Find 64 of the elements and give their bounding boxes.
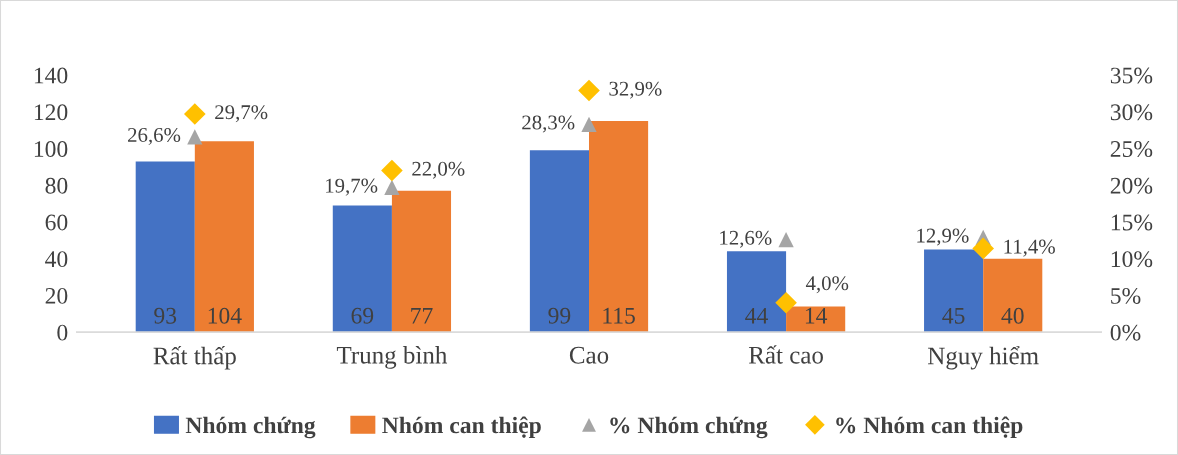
y-tick-label: 20 [45,287,68,304]
data-label: 32,9% [609,81,662,99]
data-label: 99 [548,307,571,324]
data-label: 69 [351,307,374,324]
legend-label: Nhóm chứng [185,416,316,439]
bar [332,205,392,333]
data-label: 115 [603,307,635,324]
data-label: 12,6% [720,230,772,248]
data-label: 14 [805,307,828,324]
data-label: 28,3% [522,115,575,133]
y2-tick-label: 5% [1111,287,1141,304]
bar [589,120,649,333]
y2-tick-label: 30% [1110,104,1153,121]
bar [726,251,787,333]
point [184,103,206,125]
bar [924,249,984,333]
bar [194,141,254,333]
data-label: 4,0% [805,276,849,294]
data-label: 29,7% [215,105,268,123]
y2-tick-label: 15% [1111,214,1153,231]
legend-label: % Nhóm chứng [610,416,768,439]
bar [391,190,452,333]
data-label: 40 [1001,307,1024,324]
point [775,291,797,314]
bar [529,150,589,333]
bar [983,258,1043,333]
y2-tick-label: 25% [1110,141,1153,158]
data-label: 19,7% [326,178,378,196]
point [778,231,794,248]
point [581,116,597,132]
data-label: 22,0% [412,161,465,179]
legend-label: Nhóm can thiệp [382,416,541,439]
x-tick-label: Trung bình [336,346,448,369]
data-label: 44 [745,307,768,324]
y-tick-label: 80 [45,177,68,194]
data-label: 45 [942,307,965,324]
y2-tick-label: 20% [1110,177,1153,194]
y-tick-label: 140 [34,67,68,84]
y2-tick-label: 10% [1111,251,1153,268]
data-label: 104 [208,307,242,324]
bar [135,161,195,333]
y-tick-label: 120 [34,104,68,121]
data-label: 77 [411,307,433,324]
x-tick-label: Rất thấp [153,346,236,370]
point [384,179,400,196]
y-tick-label: 100 [34,141,68,157]
data-label: 93 [154,307,177,324]
point [187,129,203,145]
y-tick-label: 40 [45,251,68,268]
x-tick-label: Rất cao [748,345,823,364]
point [972,237,994,260]
legend-label: % Nhóm can thiệp [836,416,1023,439]
x-tick-label: Nguy hiểm [928,346,1039,370]
y2-tick-label: 35% [1110,67,1153,84]
x-tick-label: Cao [569,346,609,364]
y2-tick-label: 0% [1110,324,1141,341]
data-label: 26,6% [128,127,181,145]
data-label: 11,4% [1004,239,1055,257]
bar [786,306,846,333]
point [578,79,600,102]
point [381,159,403,182]
data-label: 12,9% [917,228,969,246]
y-tick-label: 60 [45,214,68,231]
y-tick-label: 0 [57,324,68,341]
